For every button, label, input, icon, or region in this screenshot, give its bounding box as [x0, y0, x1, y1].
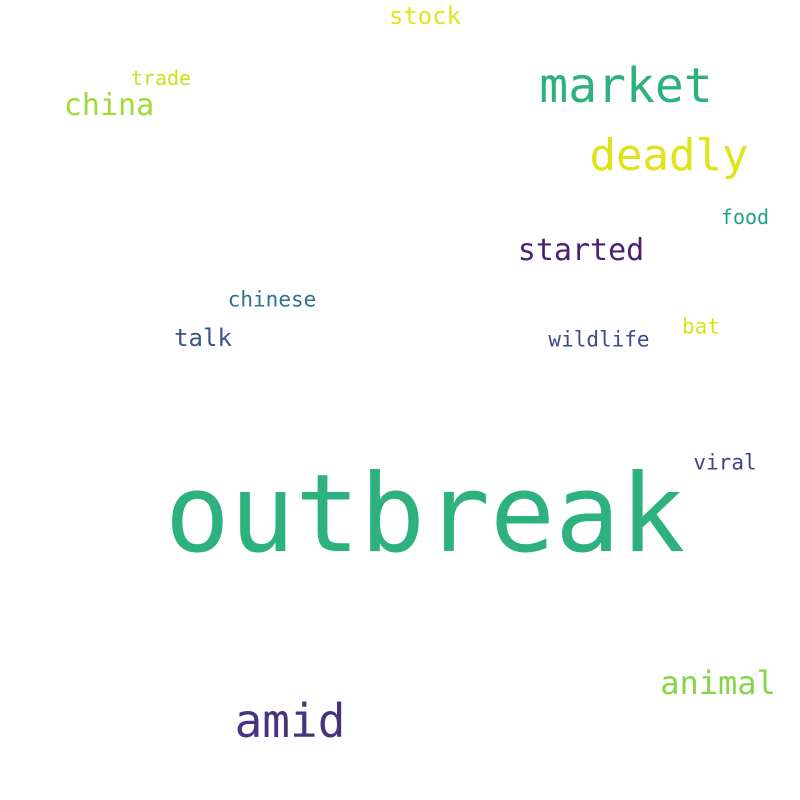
word-trade: trade [130, 66, 192, 90]
word-market: market [539, 58, 713, 114]
word-viral: viral [693, 450, 757, 475]
word-animal: animal [660, 664, 776, 702]
word-started: started [517, 233, 645, 268]
word-deadly: deadly [589, 130, 749, 181]
word-chinese: chinese [227, 287, 317, 312]
word-china: china [63, 88, 155, 123]
word-talk: talk [174, 324, 232, 352]
word-outbreak: outbreak [164, 452, 686, 577]
word-food: food [720, 205, 770, 229]
word-bat: bat [682, 314, 720, 339]
word-wildlife: wildlife [548, 327, 650, 352]
word-stock: stock [388, 2, 462, 30]
word-amid: amid [234, 694, 346, 748]
